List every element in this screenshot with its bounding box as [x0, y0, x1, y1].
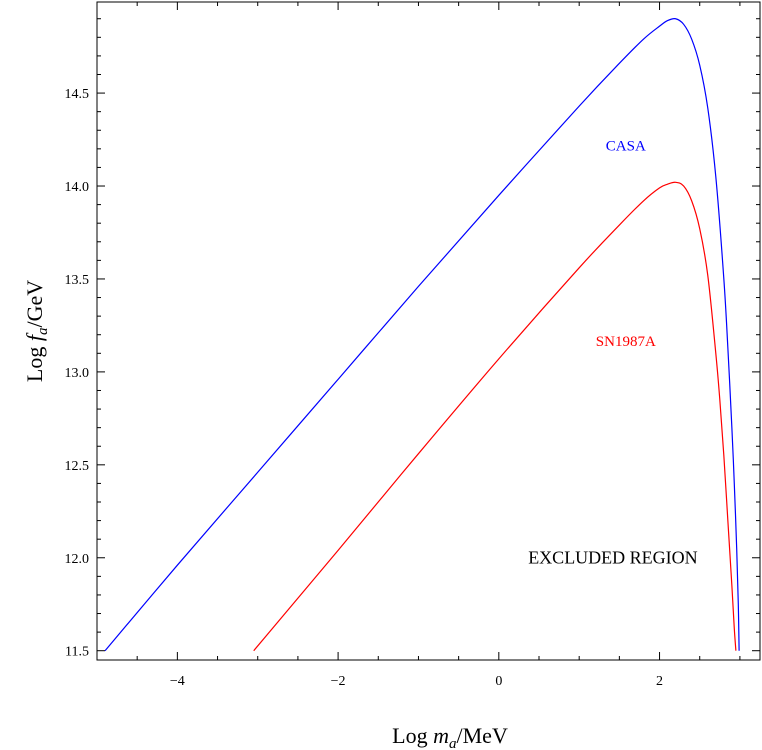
x-tick-label: 0: [495, 674, 502, 689]
x-tick-label: −4: [170, 674, 185, 689]
y-tick-label: 12.5: [65, 459, 90, 474]
y-tick-label: 14.0: [65, 180, 90, 195]
plot-border: [96, 1, 761, 661]
annotations: CASA SN1987A EXCLUDED REGION: [528, 139, 697, 568]
x-axis-title: Log ma/MeV: [392, 723, 508, 750]
series-line-casa: [104, 17, 740, 652]
x-tick-label: −2: [331, 674, 346, 689]
y-tick-label: 12.0: [65, 552, 90, 567]
ticks: −4 −2 0 2 11.5 12.0 12.5 13.0 13.5 14.0 14.5: [65, 2, 760, 689]
annotation-label: SN1987A: [596, 334, 656, 350]
series-line-sn1987a: [253, 181, 737, 652]
series-layer: [104, 17, 740, 652]
y-tick-label: 13.0: [65, 366, 90, 381]
x-tick-label: 2: [656, 674, 663, 689]
plot-frame: [96, 1, 761, 661]
annotation-label: EXCLUDED REGION: [528, 547, 697, 567]
y-tick-label: 14.5: [65, 87, 90, 102]
y-axis-title: Log fa/GeV: [22, 280, 51, 382]
y-tick-label: 11.5: [65, 645, 89, 660]
y-tick-label: 13.5: [65, 273, 90, 288]
annotation-label: CASA: [606, 139, 646, 155]
